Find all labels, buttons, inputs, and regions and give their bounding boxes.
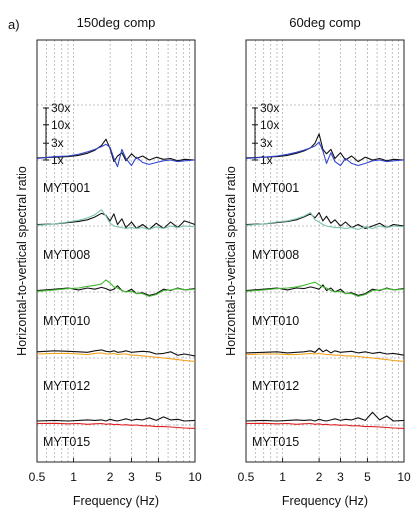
x-tick-label: 0.5: [238, 470, 255, 484]
x-tick-label: 2: [316, 470, 323, 484]
panel-letter: a): [8, 17, 20, 32]
station-label: MYT015: [43, 435, 90, 449]
x-tick-label: 1: [279, 470, 286, 484]
station-label: MYT008: [43, 248, 90, 262]
chart-panels: 150deg comp 1x 3x 10x 30x MYT001 MYT008 MYT010 M…: [15, 15, 411, 508]
hvsr-curve: [36, 212, 196, 230]
station-label: MYT008: [252, 248, 299, 262]
station-label: MYT001: [252, 181, 299, 195]
hvsr-curve: [245, 352, 405, 362]
hvsr-curve: [36, 279, 196, 297]
panel-title: 60deg comp: [289, 15, 361, 30]
scale-bar-label: 3x: [51, 136, 64, 150]
hvsr-curve: [245, 212, 405, 230]
chart-panel: 60deg comp 1x 3x 10x 30x MYT001 MYT008 MYT010 MY…: [224, 15, 411, 508]
y-axis-label: Horizontal-to-vertical spectral ratio: [15, 166, 29, 356]
hvsr-curve: [245, 347, 405, 356]
x-axis-label: Frequency (Hz): [282, 494, 368, 508]
hvsr-curve: [36, 352, 196, 362]
hvsr-curve: [245, 141, 405, 167]
station-label: MYT015: [252, 435, 299, 449]
plot-frame: [36, 39, 196, 463]
plot-frame: [245, 39, 405, 463]
hvsr-curve: [36, 422, 196, 429]
hvsr-curve: [245, 212, 405, 230]
hvsr-curve: [245, 411, 405, 422]
station-label: MYT001: [43, 181, 90, 195]
x-tick-label: 0.5: [29, 470, 46, 484]
scale-bar-label: 30x: [260, 101, 279, 115]
station-label: MYT010: [43, 314, 90, 328]
hvsr-curve: [245, 281, 405, 297]
hvsr-curve: [245, 284, 405, 296]
hvsr-curve: [36, 143, 196, 168]
hvsr-curve: [36, 349, 196, 357]
scale-bar-label: 1x: [260, 153, 273, 167]
scale-bar-label: 3x: [260, 136, 273, 150]
hvsr-curve: [36, 138, 196, 163]
hvsr-curve: [36, 209, 196, 230]
scale-bar-label: 10x: [51, 118, 70, 132]
chart-panel: 150deg comp 1x 3x 10x 30x MYT001 MYT008 MYT010 M…: [15, 15, 202, 508]
hvsr-curve: [245, 133, 405, 163]
y-axis-label: Horizontal-to-vertical spectral ratio: [224, 166, 238, 356]
panel-title: 150deg comp: [77, 15, 156, 30]
x-axis-label: Frequency (Hz): [73, 494, 159, 508]
x-tick-label: 3: [128, 470, 135, 484]
x-tick-label: 10: [188, 470, 202, 484]
x-tick-label: 5: [155, 470, 162, 484]
scale-bar-label: 1x: [51, 153, 64, 167]
x-tick-label: 1: [70, 470, 77, 484]
station-label: MYT012: [252, 379, 299, 393]
x-tick-label: 3: [337, 470, 344, 484]
x-tick-label: 10: [397, 470, 411, 484]
hvsr-curve: [245, 422, 405, 429]
scale-bar-label: 10x: [260, 118, 279, 132]
scale-bar-label: 30x: [51, 101, 70, 115]
x-tick-label: 2: [107, 470, 114, 484]
x-tick-label: 5: [364, 470, 371, 484]
hvsr-curve: [36, 416, 196, 422]
station-label: MYT012: [43, 379, 90, 393]
station-label: MYT010: [252, 314, 299, 328]
